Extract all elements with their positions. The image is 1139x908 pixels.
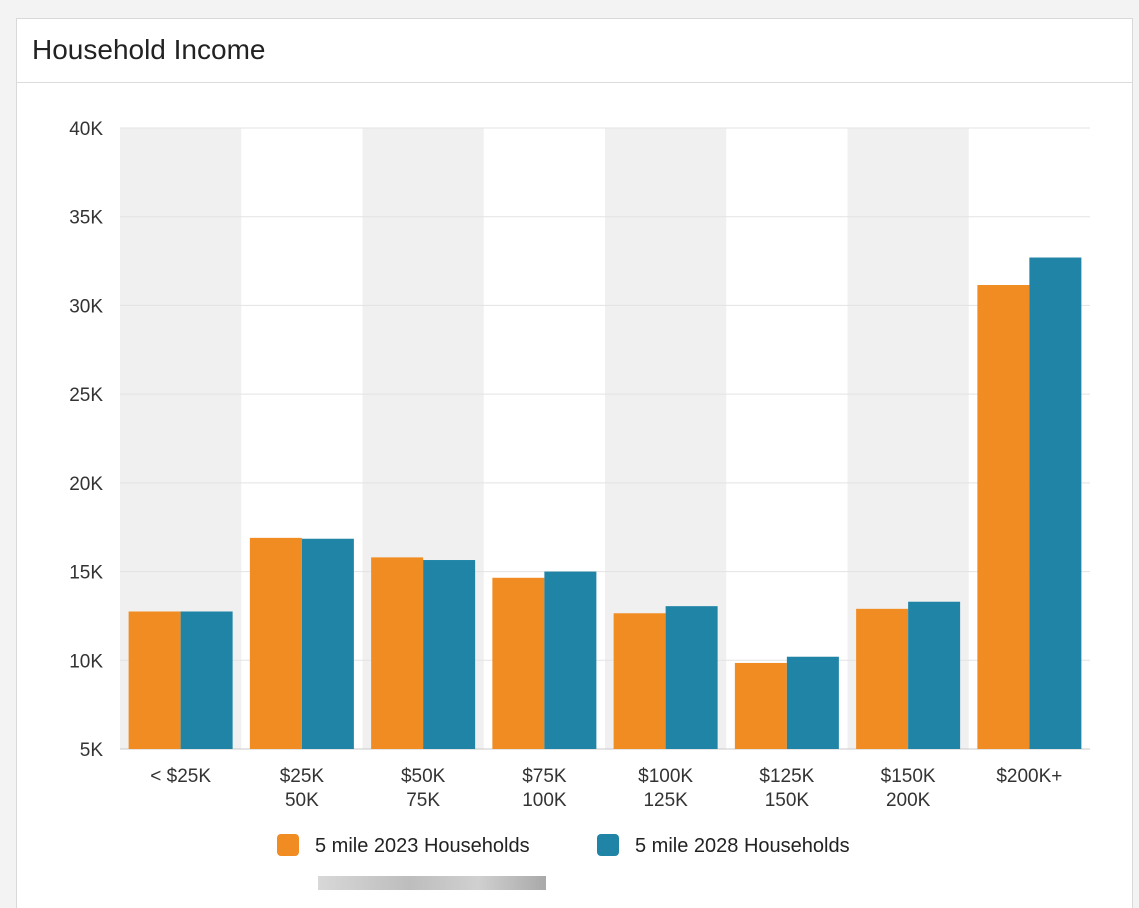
- x-tick-label: < $25K: [150, 766, 211, 787]
- bar[interactable]: [977, 285, 1030, 749]
- bar[interactable]: [492, 577, 545, 749]
- page-title: Household Income: [32, 34, 266, 65]
- bar-series: [128, 257, 1082, 749]
- legend-label: 5 mile 2028 Households: [635, 835, 850, 857]
- x-tick-label: $50K 75K: [401, 766, 446, 811]
- legend-item[interactable]: 5 mile 2028 Households: [597, 834, 850, 857]
- bar[interactable]: [180, 611, 233, 749]
- legend-item[interactable]: 5 mile 2023 Households: [277, 834, 530, 857]
- x-tick-label: $25K 50K: [280, 766, 325, 811]
- x-tick-label: $125K 150K: [759, 766, 814, 811]
- x-axis-tick-labels: < $25K $25K 50K $50K 75K $75K 100K $100K 125K $12…: [150, 766, 1062, 811]
- x-tick-label: $100K 125K: [638, 766, 693, 811]
- bar[interactable]: [128, 611, 181, 749]
- y-tick-label: 35K: [69, 208, 103, 229]
- y-tick-label: 15K: [69, 563, 103, 584]
- bar[interactable]: [371, 557, 424, 749]
- legend: 5 mile 2023 Households 5 mile 2028 Househ…: [277, 834, 850, 857]
- clipped-image-fragment: [318, 876, 546, 890]
- legend-swatch: [277, 834, 299, 856]
- bar[interactable]: [665, 606, 718, 749]
- bar[interactable]: [1029, 257, 1082, 749]
- bar[interactable]: [734, 662, 787, 749]
- legend-label: 5 mile 2023 Households: [315, 835, 530, 857]
- bar[interactable]: [423, 560, 476, 749]
- y-tick-label: 30K: [69, 296, 103, 317]
- bar[interactable]: [249, 537, 302, 749]
- bar[interactable]: [301, 538, 354, 749]
- y-axis-tick-labels: 5K 10K 15K 20K 25K 30K 35K 40K: [69, 119, 103, 761]
- bar[interactable]: [544, 571, 597, 749]
- bar[interactable]: [908, 601, 961, 749]
- panel-header: [17, 19, 1132, 83]
- y-tick-label: 40K: [69, 119, 103, 140]
- bar[interactable]: [786, 656, 839, 749]
- y-tick-label: 20K: [69, 474, 103, 495]
- bar[interactable]: [613, 613, 666, 749]
- bar[interactable]: [856, 608, 909, 749]
- y-tick-label: 5K: [80, 740, 104, 761]
- x-tick-label: $150K 200K: [881, 766, 936, 811]
- x-tick-label: $200K+: [996, 766, 1062, 787]
- y-tick-label: 10K: [69, 651, 103, 672]
- y-tick-label: 25K: [69, 385, 103, 406]
- x-tick-label: $75K 100K: [522, 766, 567, 811]
- legend-swatch: [597, 834, 619, 856]
